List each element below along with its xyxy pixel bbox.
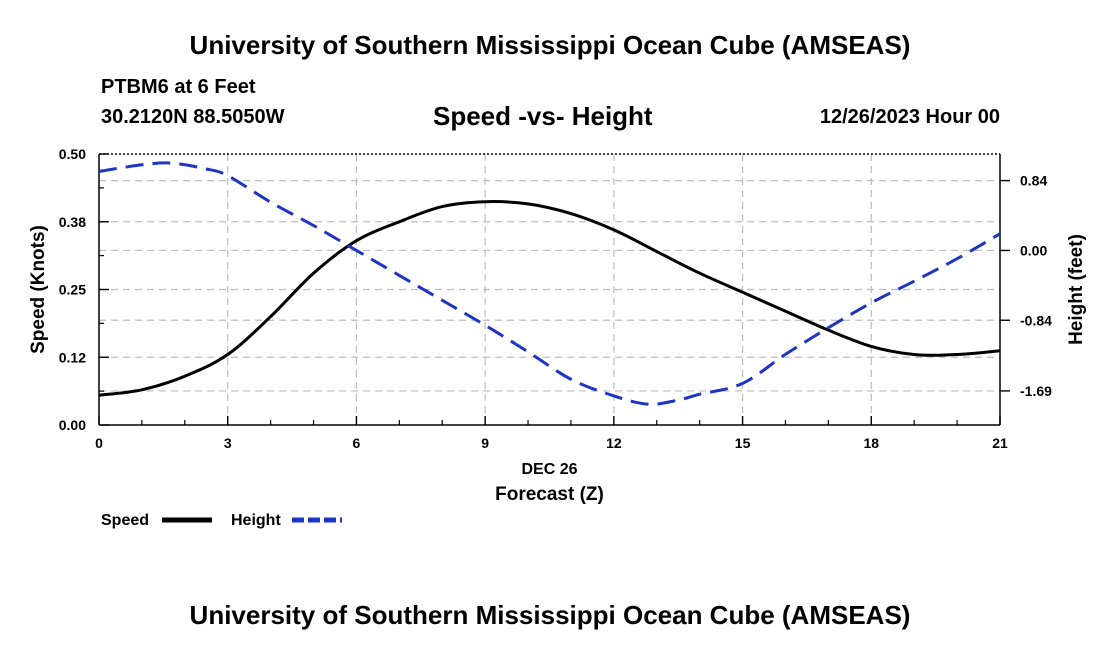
bottom-title: University of Southern Mississippi Ocean… [189, 600, 911, 630]
x-tick-label: 12 [606, 435, 622, 451]
speed-vs-height-chart: 0 3 6 9 12 15 18 21 0.00 0.12 0.25 0.38 0.50 -1.69 -0.… [28, 146, 1087, 529]
y2-tick-label: -0.84 [1020, 312, 1052, 328]
y-tick-label: 0.50 [59, 146, 86, 162]
y-axis-title: Speed (Knots) [28, 225, 49, 354]
date-hour: 12/26/2023 Hour 00 [819, 106, 1000, 128]
x-tick-label: 18 [863, 435, 879, 451]
legend-label-speed: Speed [101, 512, 149, 529]
axis-ticks [98, 153, 1010, 426]
height-series-line [98, 161, 1001, 406]
y-tick-label: 0.12 [59, 349, 86, 365]
station-coordinates: 30.2120N 88.5050W [101, 106, 285, 128]
y-tick-label: 0.00 [59, 417, 86, 433]
station-label: PTBM6 at 6 Feet [101, 76, 256, 98]
x-tick-label: 0 [95, 435, 103, 451]
x-axis-date-label: DEC 26 [521, 461, 577, 478]
grid-lines [99, 154, 1000, 425]
y2-tick-label: 0.84 [1020, 173, 1047, 189]
x-axis-title: Forecast (Z) [495, 484, 604, 505]
x-tick-label: 3 [224, 435, 232, 451]
axis-labels: 0 3 6 9 12 15 18 21 0.00 0.12 0.25 0.38 0.50 -1.69 -0.… [28, 146, 1087, 505]
y-tick-label: 0.38 [59, 214, 86, 230]
y-tick-label: 0.25 [59, 282, 86, 298]
x-tick-label: 21 [992, 435, 1008, 451]
y2-tick-label: -1.69 [1020, 383, 1052, 399]
chart-title: Speed -vs- Height [433, 101, 653, 131]
x-tick-label: 15 [735, 435, 751, 451]
y2-axis-title: Height (feet) [1066, 234, 1087, 345]
series-lines [98, 161, 1001, 406]
speed-series-line [98, 200, 1001, 397]
top-title: University of Southern Mississippi Ocean… [189, 30, 911, 60]
legend: Speed Height [101, 512, 342, 529]
y2-tick-label: 0.00 [1020, 242, 1047, 258]
legend-label-height: Height [231, 512, 281, 529]
x-tick-label: 9 [481, 435, 489, 451]
x-tick-label: 6 [353, 435, 361, 451]
